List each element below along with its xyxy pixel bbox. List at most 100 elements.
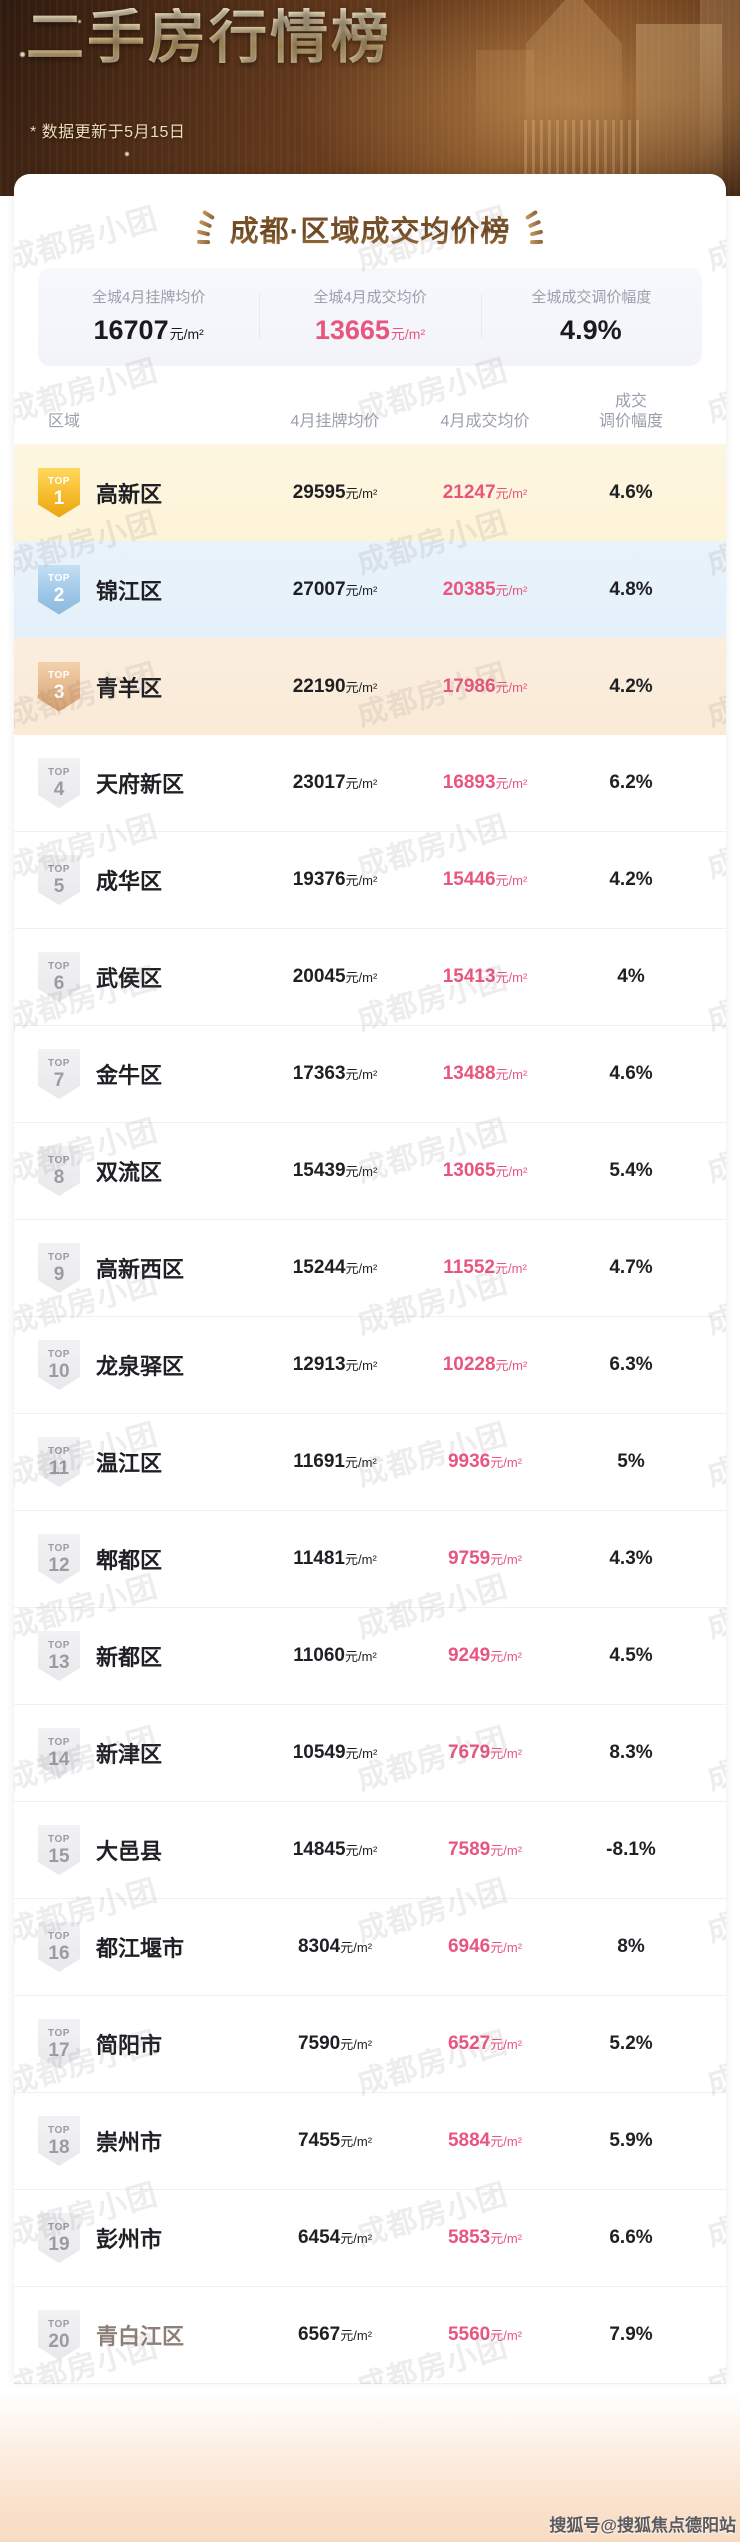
- summary-value: 4.9%: [481, 315, 702, 346]
- rank-number: 18: [48, 2136, 70, 2158]
- hero-banner: 二手房行情榜 * 数据更新于5月15日: [0, 0, 740, 196]
- table-row[interactable]: TOP 11 温江区 11691元/m² 9936元/m² 5%: [14, 1414, 726, 1511]
- deal-price-unit: 元/m²: [495, 679, 528, 695]
- cell-deal-price: 5853元/m²: [410, 2227, 560, 2249]
- deal-price-value: 17986: [442, 675, 496, 697]
- table-row[interactable]: TOP 4 天府新区 23017元/m² 16893元/m² 6.2%: [14, 735, 726, 832]
- deal-price-unit: 元/m²: [495, 1164, 528, 1179]
- cell-region: TOP 4 天府新区: [38, 758, 260, 808]
- laurel-right-icon: [522, 209, 544, 249]
- laurel-left-icon: [196, 209, 218, 249]
- cell-listing-price: 11060元/m²: [260, 1645, 410, 1667]
- rank-badge-label: TOP: [48, 573, 70, 584]
- listing-price-unit: 元/m²: [345, 1261, 378, 1276]
- cell-deal-price: 5884元/m²: [410, 2130, 560, 2152]
- listing-price-value: 22190: [292, 675, 346, 697]
- cell-deal-price: 17986元/m²: [410, 676, 560, 698]
- table-row[interactable]: TOP 12 郫都区 11481元/m² 9759元/m² 4.3%: [14, 1511, 726, 1608]
- table-row[interactable]: TOP 14 新津区 10549元/m² 7679元/m² 8.3%: [14, 1705, 726, 1802]
- region-name: 天府新区: [96, 772, 185, 797]
- listing-price-value: 7455: [297, 2130, 341, 2151]
- summary-panel: 全城4月挂牌均价 16707元/m² 全城4月成交均价 13665元/m² 全城成交调价…: [38, 268, 702, 366]
- rank-number: 5: [53, 875, 65, 897]
- deal-price-unit: 元/m²: [495, 1261, 527, 1276]
- rank-badge-label: TOP: [48, 1833, 70, 1845]
- rank-badge-icon: TOP 1: [38, 467, 80, 518]
- table-row[interactable]: TOP 13 新都区 11060元/m² 9249元/m² 4.5%: [14, 1608, 726, 1705]
- deal-price-unit: 元/m²: [490, 1843, 523, 1858]
- cell-listing-price: 6454元/m²: [260, 2227, 410, 2249]
- rank-badge-icon: TOP 7: [38, 1049, 80, 1099]
- summary-cell-2: 全城4月成交均价 13665元/m²: [259, 286, 480, 346]
- building-silhouette-edge: [700, 0, 740, 196]
- deal-price-unit: 元/m²: [495, 776, 528, 791]
- listing-price-unit: 元/m²: [340, 1940, 373, 1955]
- cell-listing-price: 11691元/m²: [260, 1451, 410, 1473]
- rank-number: 6: [53, 972, 65, 994]
- cell-listing-price: 22190元/m²: [260, 676, 410, 698]
- rank-number: 8: [53, 1166, 65, 1188]
- cell-adjust-rate: 4.2%: [609, 869, 653, 890]
- table-row[interactable]: TOP 8 双流区 15439元/m² 13065元/m² 5.4%: [14, 1123, 726, 1220]
- region-name: 郫都区: [96, 1548, 163, 1573]
- cell-listing-price: 7590元/m²: [260, 2033, 410, 2055]
- table-row[interactable]: TOP 15 大邑县 14845元/m² 7589元/m² -8.1%: [14, 1802, 726, 1899]
- rank-badge-icon: TOP 5: [38, 855, 80, 905]
- table-row[interactable]: TOP 10 龙泉驿区 12913元/m² 10228元/m² 6.3%: [14, 1317, 726, 1414]
- cell-deal-price: 6946元/m²: [410, 1936, 560, 1958]
- summary-cell-1: 全城4月挂牌均价 16707元/m²: [38, 286, 259, 346]
- table-row[interactable]: TOP 2 锦江区 27007元/m² 20385元/m² 4.8%: [14, 541, 726, 638]
- cell-region: TOP 7 金牛区: [38, 1049, 260, 1099]
- rank-badge-icon: TOP 19: [38, 2213, 80, 2263]
- rank-number: 15: [48, 1845, 70, 1867]
- listing-price-unit: 元/m²: [340, 2037, 373, 2052]
- rank-badge-icon: TOP 9: [38, 1243, 80, 1293]
- deal-price-value: 20385: [442, 578, 496, 600]
- listing-price-unit: 元/m²: [345, 1552, 377, 1567]
- table-row[interactable]: TOP 3 青羊区 22190元/m² 17986元/m² 4.2%: [14, 638, 726, 735]
- table-row[interactable]: TOP 6 武侯区 20045元/m² 15413元/m² 4%: [14, 929, 726, 1026]
- listing-price-value: 10549: [292, 1742, 346, 1763]
- table-row[interactable]: TOP 1 高新区 29595元/m² 21247元/m² 4.6%: [14, 444, 726, 541]
- region-name: 青白江区: [96, 2324, 185, 2349]
- cell-region: TOP 6 武侯区: [38, 952, 260, 1002]
- cell-deal-price: 21247元/m²: [410, 482, 560, 504]
- region-name: 双流区: [96, 1160, 163, 1185]
- rank-badge-icon: TOP 6: [38, 952, 80, 1002]
- table-header: 区域 4月挂牌均价 4月成交均价 成交 调价幅度: [14, 366, 726, 444]
- table-row[interactable]: TOP 9 高新西区 15244元/m² 11552元/m² 4.7%: [14, 1220, 726, 1317]
- cell-adjust-rate: 6.6%: [609, 2227, 653, 2248]
- region-name: 武侯区: [96, 966, 163, 991]
- cell-listing-price: 27007元/m²: [260, 579, 410, 601]
- deal-price-value: 5884: [447, 2130, 491, 2151]
- rank-badge-label: TOP: [48, 1348, 70, 1360]
- cell-adjust-rate: 4.2%: [609, 675, 653, 697]
- rank-badge-label: TOP: [48, 1251, 70, 1263]
- listing-price-unit: 元/m²: [345, 776, 378, 791]
- sparkle-icon: [20, 52, 25, 57]
- region-name: 新津区: [96, 1742, 163, 1767]
- cell-listing-price: 11481元/m²: [260, 1548, 410, 1570]
- region-name: 都江堰市: [96, 1936, 185, 1961]
- listing-price-value: 11481: [293, 1548, 345, 1569]
- rank-number: 14: [48, 1748, 70, 1770]
- cell-adjust-rate: -8.1%: [606, 1839, 656, 1860]
- table-row[interactable]: TOP 7 金牛区 17363元/m² 13488元/m² 4.6%: [14, 1026, 726, 1123]
- deal-price-unit: 元/m²: [490, 1940, 523, 1955]
- listing-price-value: 17363: [292, 1063, 346, 1084]
- cell-listing-price: 15244元/m²: [260, 1257, 410, 1279]
- cell-deal-price: 9759元/m²: [410, 1548, 560, 1570]
- region-name: 简阳市: [96, 2033, 163, 2058]
- table-row[interactable]: TOP 20 青白江区 6567元/m² 5560元/m² 7.9%: [14, 2287, 726, 2384]
- table-row[interactable]: TOP 16 都江堰市 8304元/m² 6946元/m² 8%: [14, 1899, 726, 1996]
- cell-listing-price: 29595元/m²: [260, 482, 410, 504]
- deal-price-unit: 元/m²: [495, 1358, 528, 1373]
- table-row[interactable]: TOP 18 崇州市 7455元/m² 5884元/m² 5.9%: [14, 2093, 726, 2190]
- listing-price-unit: 元/m²: [345, 1455, 377, 1470]
- table-row[interactable]: TOP 19 彭州市 6454元/m² 5853元/m² 6.6%: [14, 2190, 726, 2287]
- cell-listing-price: 10549元/m²: [260, 1742, 410, 1764]
- deal-price-value: 5560: [447, 2324, 491, 2345]
- table-row[interactable]: TOP 5 成华区 19376元/m² 15446元/m² 4.2%: [14, 832, 726, 929]
- listing-price-unit: 元/m²: [345, 1843, 378, 1858]
- table-row[interactable]: TOP 17 简阳市 7590元/m² 6527元/m² 5.2%: [14, 1996, 726, 2093]
